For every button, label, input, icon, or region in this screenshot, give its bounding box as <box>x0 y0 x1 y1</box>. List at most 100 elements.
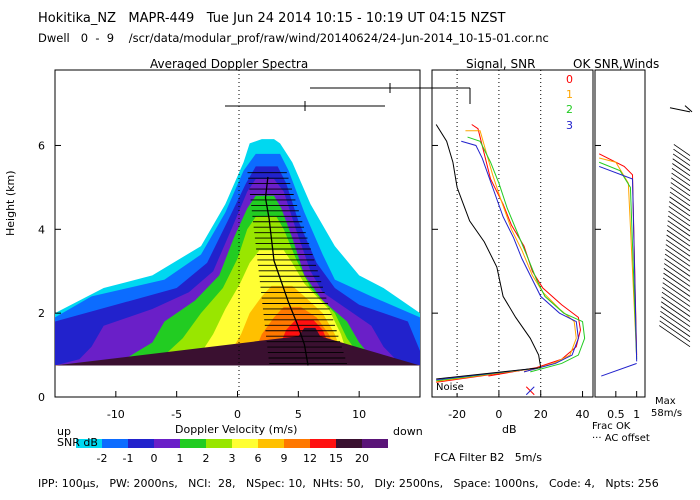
wind-barb <box>669 107 691 113</box>
frac-ok-bottom <box>601 362 637 377</box>
colorbar-tick-label: 12 <box>303 452 317 465</box>
wind-barb <box>662 282 691 302</box>
velocity-tick-label: -5 <box>171 408 182 421</box>
height-tick-label: 4 <box>38 223 45 236</box>
colorbar-swatch <box>180 439 206 448</box>
wind-barb <box>669 196 691 212</box>
wind-barb <box>673 144 691 156</box>
db-tick-label: 0 <box>495 408 502 421</box>
beam-label-3: 3 <box>566 119 573 132</box>
colorbar-swatch <box>232 439 258 448</box>
wind-barb <box>663 268 691 287</box>
header-title: Hokitika_NZ MAPR-449 Tue Jun 24 2014 10:… <box>38 11 506 26</box>
wind-barb <box>666 229 691 247</box>
colorbar-swatch <box>102 439 128 448</box>
colorbar-tick-label: 9 <box>281 452 288 465</box>
colorbar-swatch <box>206 439 232 448</box>
noise-line <box>436 367 541 380</box>
beam-label-0: 0 <box>566 73 573 86</box>
velocity-tick-label: 10 <box>352 408 366 421</box>
wind-barb <box>671 172 691 187</box>
wind-barb <box>672 153 691 166</box>
frac-ok-series-3 <box>598 165 638 362</box>
colorbar-swatch <box>128 439 154 448</box>
wind-barb <box>659 315 691 337</box>
mean-velocity-profile <box>264 176 309 366</box>
snr-colorbar: -2 -1 0 1 2 3 6 9 12 15 20 <box>76 439 388 465</box>
wind-barb <box>670 182 691 197</box>
frac-ok-series-2 <box>598 161 638 360</box>
colorbar-tick-label: 2 <box>203 452 210 465</box>
colorbar-tick-label: 20 <box>355 452 369 465</box>
wind-barb <box>668 206 691 222</box>
velocity-axis-label: Doppler Velocity (m/s) <box>175 423 298 436</box>
colorbar-swatch <box>258 439 284 448</box>
signal-series <box>435 124 586 396</box>
height-axis-label: Height (km) <box>4 170 17 236</box>
frac-tick-label: 0.5 <box>607 408 625 421</box>
wind-barb <box>684 105 693 113</box>
spectra-title: Averaged Doppler Spectra <box>150 57 309 71</box>
height-tick-label: 0 <box>38 391 45 404</box>
wind-barb <box>667 220 691 237</box>
wind-barb <box>660 306 691 327</box>
winds-title: OK SNR,Winds <box>573 57 660 71</box>
db-tick-label: 20 <box>534 408 548 421</box>
velocity-error-bars <box>247 172 347 364</box>
colorbar-tick-label: -2 <box>97 452 108 465</box>
wind-barb <box>669 191 691 207</box>
wind-barb <box>660 301 691 322</box>
max-wind-value: 58m/s <box>651 408 683 419</box>
snr-scale-label: SNR dB <box>57 436 98 449</box>
velocity-tick-label: -10 <box>107 408 125 421</box>
wind-barb <box>662 277 691 297</box>
wind-barb <box>667 215 691 232</box>
colorbar-tick-label: 6 <box>255 452 262 465</box>
wind-barb <box>671 167 691 182</box>
wind-barbs <box>659 105 693 348</box>
height-tick-label: 6 <box>38 139 45 152</box>
colorbar-swatch <box>154 439 180 448</box>
noise-label: Noise <box>436 382 464 393</box>
wind-barb <box>670 177 691 192</box>
colorbar-tick-label: -1 <box>123 452 134 465</box>
noise-marker <box>525 386 535 396</box>
signal-gridlines <box>456 70 542 397</box>
height-tick-label: 2 <box>38 307 45 320</box>
winds-frame <box>594 69 646 398</box>
snr-series-black <box>435 124 542 368</box>
colorbar-swatch <box>76 439 102 448</box>
snr-series-3 <box>461 140 579 373</box>
signal-frame <box>431 69 594 398</box>
wind-barb <box>665 248 691 267</box>
colorbar-swatch <box>310 439 336 448</box>
wind-barb <box>666 234 691 252</box>
contour-band <box>55 327 420 366</box>
down-label: down <box>393 425 423 438</box>
wind-barb <box>661 296 691 317</box>
colorbar-tick-label: 15 <box>329 452 343 465</box>
wind-barb <box>665 239 691 257</box>
wind-barb <box>659 325 691 348</box>
colorbar-tick-label: 3 <box>229 452 236 465</box>
footer-params: IPP: 100µs, PW: 2000ns, NCI: 28, NSpec: … <box>38 477 659 490</box>
frac-tick-label: 1 <box>633 408 640 421</box>
fca-filter-label: FCA Filter B2 5m/s <box>434 451 542 464</box>
db-tick-label: -20 <box>448 408 466 421</box>
wind-barb <box>662 287 691 307</box>
beam-label-2: 2 <box>566 103 573 116</box>
wind-barb <box>672 163 691 176</box>
wind-barb <box>665 244 691 262</box>
wind-barb <box>659 320 691 342</box>
frac-ok-label: Frac OK <box>592 421 631 432</box>
colorbar-swatch <box>336 439 362 448</box>
mean-velocity-line <box>264 176 309 366</box>
max-label: Max <box>655 396 676 407</box>
up-label: up <box>57 425 71 438</box>
db-tick-label: 40 <box>576 408 590 421</box>
frac-ok-series-1 <box>599 157 638 358</box>
db-axis-label: dB <box>502 423 517 436</box>
winds-series <box>598 153 638 377</box>
